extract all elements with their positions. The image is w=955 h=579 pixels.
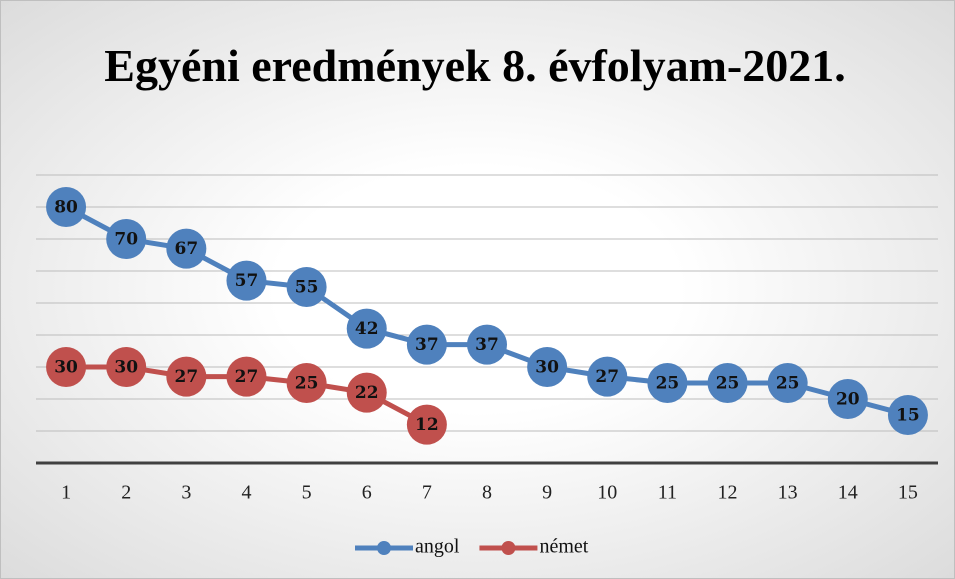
legend-label: német	[539, 536, 588, 558]
data-label: 67	[174, 239, 198, 259]
x-tick-label: 7	[422, 482, 432, 504]
marker	[46, 187, 87, 227]
data-label: 27	[174, 367, 198, 387]
data-label: 70	[114, 230, 138, 250]
data-label: 80	[54, 198, 78, 218]
data-label: 25	[716, 374, 740, 394]
marker	[106, 347, 147, 387]
data-label: 37	[415, 335, 439, 355]
marker	[707, 363, 748, 403]
marker	[166, 228, 207, 269]
marker	[166, 356, 207, 397]
marker	[346, 372, 387, 413]
x-tick-label: 3	[181, 482, 191, 504]
marker	[467, 324, 507, 365]
data-label: 20	[836, 390, 860, 410]
x-tick-label: 6	[362, 482, 372, 504]
marker	[887, 395, 928, 435]
x-tick-label: 13	[778, 482, 798, 504]
marker	[286, 363, 327, 403]
x-tick-label: 4	[241, 482, 251, 504]
x-tick-label: 10	[597, 482, 617, 504]
data-label: 25	[656, 374, 680, 394]
x-tick-label: 12	[718, 482, 738, 504]
data-label: 27	[235, 367, 259, 387]
data-label: 12	[415, 415, 439, 435]
x-tick-label: 15	[898, 482, 918, 504]
data-label: 30	[54, 358, 78, 378]
x-tick-label: 5	[302, 482, 312, 504]
marker	[106, 219, 147, 259]
legend-marker	[501, 541, 516, 555]
x-tick-label: 2	[121, 482, 131, 504]
x-tick-label: 14	[838, 482, 858, 504]
marker	[286, 267, 327, 307]
marker	[226, 356, 267, 397]
data-label: 22	[355, 383, 379, 403]
marker	[406, 404, 447, 445]
x-tick-label: 1	[61, 482, 71, 504]
x-tick-label: 9	[542, 482, 552, 504]
marker	[226, 260, 267, 301]
marker	[767, 363, 808, 403]
marker	[406, 324, 447, 365]
data-label: 27	[595, 367, 619, 387]
data-label: 42	[355, 319, 379, 339]
data-label: 25	[295, 374, 319, 394]
data-label: 57	[235, 271, 259, 291]
legend-label: angol	[415, 536, 460, 558]
legend-marker	[377, 541, 391, 555]
marker	[527, 347, 568, 387]
chart-title: Egyéni eredmények 8. évfolyam-2021.	[104, 40, 846, 91]
marker	[647, 363, 688, 403]
x-tick-label: 11	[658, 482, 677, 504]
data-label: 37	[475, 335, 499, 355]
data-label: 30	[114, 358, 138, 378]
marker	[346, 308, 387, 349]
x-tick-label: 8	[482, 482, 492, 504]
data-label: 15	[896, 406, 920, 426]
data-label: 55	[295, 278, 319, 298]
data-label: 25	[776, 374, 800, 394]
marker	[827, 379, 868, 419]
marker	[46, 347, 87, 387]
marker	[587, 356, 628, 397]
data-label: 30	[535, 358, 559, 378]
